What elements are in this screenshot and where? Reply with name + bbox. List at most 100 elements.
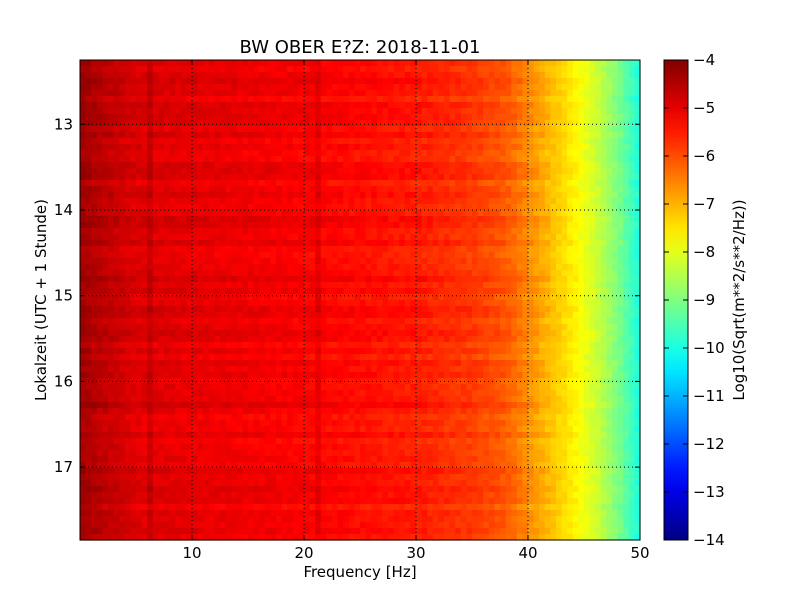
heatmap-cell xyxy=(466,102,473,109)
heatmap-cell xyxy=(276,84,283,91)
heatmap-cell xyxy=(606,156,613,163)
heatmap-cell xyxy=(108,162,115,169)
heatmap-cell xyxy=(572,222,579,229)
heatmap-cell xyxy=(556,138,563,145)
heatmap-cell xyxy=(102,318,109,325)
heatmap-cell xyxy=(516,204,523,211)
heatmap-cell xyxy=(617,78,624,85)
heatmap-cell xyxy=(528,234,535,241)
heatmap-cell xyxy=(584,204,591,211)
heatmap-cell xyxy=(404,306,411,313)
heatmap-cell xyxy=(600,210,607,217)
heatmap-cell xyxy=(248,78,255,85)
heatmap-cell xyxy=(85,342,92,349)
heatmap-cell xyxy=(225,120,232,127)
heatmap-cell xyxy=(539,306,546,313)
heatmap-cell xyxy=(388,336,395,343)
heatmap-cell xyxy=(130,288,137,295)
heatmap-cell xyxy=(444,300,451,307)
heatmap-cell xyxy=(466,336,473,343)
heatmap-cell xyxy=(214,204,221,211)
heatmap-cell xyxy=(466,342,473,349)
heatmap-cell xyxy=(197,186,204,193)
heatmap-cell xyxy=(197,168,204,175)
heatmap-cell xyxy=(494,192,501,199)
heatmap-cell xyxy=(371,216,378,223)
heatmap-cell xyxy=(292,234,299,241)
heatmap-cell xyxy=(539,96,546,103)
heatmap-cell xyxy=(287,108,294,115)
heatmap-cell xyxy=(180,162,187,169)
heatmap-cell xyxy=(606,264,613,271)
heatmap-cell xyxy=(108,312,115,319)
heatmap-cell xyxy=(332,228,339,235)
heatmap-cell xyxy=(466,300,473,307)
heatmap-cell xyxy=(203,78,210,85)
heatmap-cell xyxy=(141,120,148,127)
heatmap-cell xyxy=(561,318,568,325)
heatmap-cell xyxy=(96,354,103,361)
heatmap-cell xyxy=(550,72,557,79)
heatmap-cell xyxy=(432,156,439,163)
heatmap-cell xyxy=(158,288,165,295)
heatmap-cell xyxy=(298,162,305,169)
heatmap-cell xyxy=(567,84,574,91)
heatmap-cell xyxy=(315,204,322,211)
heatmap-cell xyxy=(287,78,294,85)
heatmap-cell xyxy=(410,246,417,253)
heatmap-cell xyxy=(231,222,238,229)
heatmap-cell xyxy=(544,60,551,67)
heatmap-cell xyxy=(612,240,619,247)
heatmap-cell xyxy=(416,162,423,169)
heatmap-cell xyxy=(421,204,428,211)
heatmap-cell xyxy=(376,138,383,145)
heatmap-cell xyxy=(578,252,585,259)
heatmap-cell xyxy=(371,102,378,109)
heatmap-cell xyxy=(455,264,462,271)
heatmap-cell xyxy=(460,318,467,325)
heatmap-cell xyxy=(304,342,311,349)
heatmap-cell xyxy=(102,306,109,313)
heatmap-cell xyxy=(231,342,238,349)
heatmap-cell xyxy=(522,66,529,73)
heatmap-cell xyxy=(253,102,260,109)
heatmap-cell xyxy=(304,252,311,259)
heatmap-cell xyxy=(432,246,439,253)
heatmap-cell xyxy=(477,216,484,223)
heatmap-cell xyxy=(85,324,92,331)
heatmap-cell xyxy=(332,78,339,85)
heatmap-cell xyxy=(180,318,187,325)
heatmap-cell xyxy=(567,324,574,331)
heatmap-cell xyxy=(180,144,187,151)
heatmap-cell xyxy=(628,114,635,121)
heatmap-cell xyxy=(427,330,434,337)
heatmap-cell xyxy=(91,306,98,313)
heatmap-cell xyxy=(203,264,210,271)
heatmap-cell xyxy=(136,168,143,175)
heatmap-cell xyxy=(544,120,551,127)
heatmap-cell xyxy=(511,60,518,67)
heatmap-cell xyxy=(382,312,389,319)
heatmap-cell xyxy=(332,294,339,301)
heatmap-cell xyxy=(556,198,563,205)
heatmap-cell xyxy=(158,348,165,355)
heatmap-cell xyxy=(315,252,322,259)
heatmap-cell xyxy=(264,204,271,211)
heatmap-cell xyxy=(147,324,154,331)
heatmap-cell xyxy=(544,108,551,115)
heatmap-cell xyxy=(343,204,350,211)
heatmap-cell xyxy=(432,222,439,229)
heatmap-cell xyxy=(186,354,193,361)
heatmap-cell xyxy=(220,162,227,169)
heatmap-cell xyxy=(578,210,585,217)
heatmap-cell xyxy=(326,330,333,337)
heatmap-cell xyxy=(225,156,232,163)
heatmap-cell xyxy=(309,312,316,319)
heatmap-cell xyxy=(304,84,311,91)
heatmap-cell xyxy=(124,276,131,283)
heatmap-cell xyxy=(410,210,417,217)
heatmap-cell xyxy=(427,258,434,265)
heatmap-cell xyxy=(91,102,98,109)
heatmap-cell xyxy=(505,216,512,223)
heatmap-cell xyxy=(315,114,322,121)
